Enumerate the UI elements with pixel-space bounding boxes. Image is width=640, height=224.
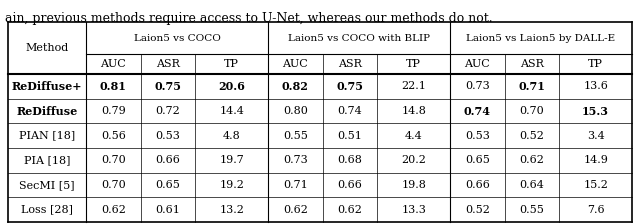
Text: 0.53: 0.53 xyxy=(156,131,180,141)
Text: 0.81: 0.81 xyxy=(100,81,127,92)
Text: 20.2: 20.2 xyxy=(401,155,426,165)
Text: 14.9: 14.9 xyxy=(583,155,608,165)
Text: 14.8: 14.8 xyxy=(401,106,426,116)
Text: Method: Method xyxy=(26,43,68,53)
Text: 0.68: 0.68 xyxy=(337,155,362,165)
Text: 19.2: 19.2 xyxy=(219,180,244,190)
Text: 0.66: 0.66 xyxy=(156,155,180,165)
Text: ReDiffuse+: ReDiffuse+ xyxy=(12,81,83,92)
Text: 19.7: 19.7 xyxy=(220,155,244,165)
Text: 0.62: 0.62 xyxy=(520,155,545,165)
Text: ASR: ASR xyxy=(338,59,362,69)
Text: 13.6: 13.6 xyxy=(583,81,608,91)
Text: ReDiffuse: ReDiffuse xyxy=(17,106,77,116)
Text: 0.70: 0.70 xyxy=(520,106,544,116)
Text: AUC: AUC xyxy=(282,59,308,69)
Text: 4.4: 4.4 xyxy=(404,131,422,141)
Text: 0.71: 0.71 xyxy=(283,180,308,190)
Text: 0.64: 0.64 xyxy=(520,180,545,190)
Text: 0.73: 0.73 xyxy=(283,155,308,165)
Text: 22.1: 22.1 xyxy=(401,81,426,91)
Text: 0.66: 0.66 xyxy=(465,180,490,190)
Text: 19.8: 19.8 xyxy=(401,180,426,190)
Text: 0.52: 0.52 xyxy=(465,205,490,215)
Text: TP: TP xyxy=(224,59,239,69)
Text: 0.65: 0.65 xyxy=(465,155,490,165)
Text: 0.53: 0.53 xyxy=(465,131,490,141)
Text: Loss [28]: Loss [28] xyxy=(21,205,73,215)
Text: 3.4: 3.4 xyxy=(587,131,604,141)
Text: 0.51: 0.51 xyxy=(337,131,362,141)
Text: 0.80: 0.80 xyxy=(283,106,308,116)
Text: 13.3: 13.3 xyxy=(401,205,426,215)
Text: TP: TP xyxy=(406,59,421,69)
Text: Laion5 vs COCO with BLIP: Laion5 vs COCO with BLIP xyxy=(288,34,430,43)
Text: 0.66: 0.66 xyxy=(337,180,362,190)
Text: 20.6: 20.6 xyxy=(218,81,245,92)
Text: 0.62: 0.62 xyxy=(101,205,125,215)
Text: ain, previous methods require access to U-Net, whereas our methods do not.: ain, previous methods require access to … xyxy=(5,12,493,25)
Text: PIAN [18]: PIAN [18] xyxy=(19,131,75,141)
Text: 0.74: 0.74 xyxy=(337,106,362,116)
Text: ASR: ASR xyxy=(520,59,544,69)
Text: 0.70: 0.70 xyxy=(101,180,125,190)
Text: 15.3: 15.3 xyxy=(582,106,609,116)
Text: 0.74: 0.74 xyxy=(464,106,491,116)
Text: 0.62: 0.62 xyxy=(283,205,308,215)
Text: 0.73: 0.73 xyxy=(465,81,490,91)
Text: 0.61: 0.61 xyxy=(156,205,180,215)
Text: SecMI [5]: SecMI [5] xyxy=(19,180,75,190)
Text: 14.4: 14.4 xyxy=(219,106,244,116)
Text: 0.71: 0.71 xyxy=(518,81,545,92)
Text: 0.72: 0.72 xyxy=(156,106,180,116)
Text: 0.55: 0.55 xyxy=(283,131,308,141)
Text: ASR: ASR xyxy=(156,59,180,69)
Text: 0.52: 0.52 xyxy=(520,131,545,141)
Text: 0.56: 0.56 xyxy=(101,131,125,141)
Text: 13.2: 13.2 xyxy=(219,205,244,215)
Text: 0.75: 0.75 xyxy=(337,81,364,92)
Text: 0.79: 0.79 xyxy=(101,106,125,116)
Text: Laion5 vs COCO: Laion5 vs COCO xyxy=(134,34,220,43)
Text: 0.65: 0.65 xyxy=(156,180,180,190)
Text: TP: TP xyxy=(588,59,603,69)
Text: AUC: AUC xyxy=(100,59,126,69)
Text: 0.62: 0.62 xyxy=(337,205,362,215)
Text: 4.8: 4.8 xyxy=(223,131,241,141)
Text: 0.70: 0.70 xyxy=(101,155,125,165)
Text: Laion5 vs Laion5 by DALL-E: Laion5 vs Laion5 by DALL-E xyxy=(467,34,616,43)
Text: 0.75: 0.75 xyxy=(154,81,181,92)
Text: 0.82: 0.82 xyxy=(282,81,308,92)
Text: 7.6: 7.6 xyxy=(587,205,604,215)
Text: 0.55: 0.55 xyxy=(520,205,545,215)
Text: PIA [18]: PIA [18] xyxy=(24,155,70,165)
Text: AUC: AUC xyxy=(465,59,490,69)
Text: 15.2: 15.2 xyxy=(583,180,608,190)
